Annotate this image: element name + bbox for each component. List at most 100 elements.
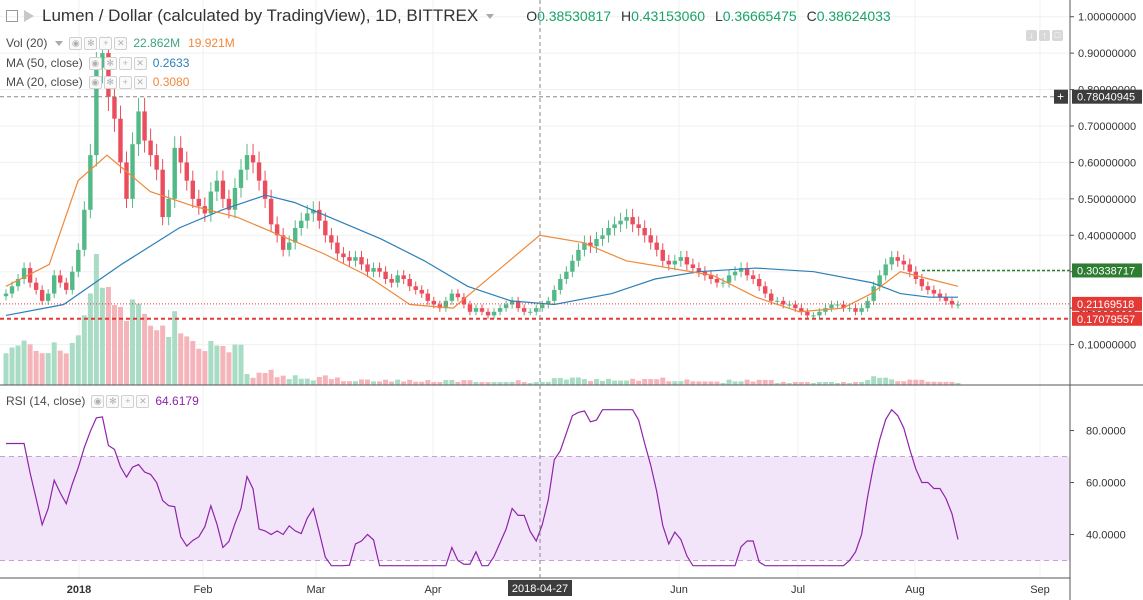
time-tick-label: Feb xyxy=(194,584,213,596)
volume-bar xyxy=(316,376,322,385)
price-axis-badge-label: 0.30338717 xyxy=(1077,265,1135,277)
chevron-down-icon[interactable] xyxy=(486,13,495,19)
volume-bar xyxy=(786,383,792,385)
time-tick-label: Aug xyxy=(905,584,925,596)
gear-icon[interactable]: ✻ xyxy=(103,75,117,89)
plus-icon[interactable]: + xyxy=(99,36,113,50)
volume-bar xyxy=(527,383,533,385)
legend-ma20[interactable]: MA (20, close) ◉ ✻ + ✕ 0.3080 xyxy=(6,75,189,89)
gear-icon[interactable]: ✻ xyxy=(106,394,120,408)
volume-bar xyxy=(618,380,624,385)
candle-body xyxy=(600,235,605,239)
volume-bar xyxy=(93,254,99,385)
candle-body xyxy=(787,304,792,306)
collapse-icon[interactable] xyxy=(6,10,18,22)
candle-body xyxy=(21,268,27,279)
volume-bar xyxy=(352,381,358,385)
candle-body xyxy=(94,67,99,156)
volume-bar xyxy=(732,381,738,385)
candle-body xyxy=(606,227,611,236)
pane-buttons[interactable]: ↓ ↑ □ xyxy=(1026,30,1063,41)
volume-bar xyxy=(822,382,828,385)
candle-body xyxy=(226,198,232,210)
candle-body xyxy=(238,169,244,188)
eye-icon[interactable]: ◉ xyxy=(69,36,83,50)
volume-bar xyxy=(45,353,51,385)
candle-body xyxy=(268,198,274,225)
close-icon[interactable]: ✕ xyxy=(133,75,147,89)
volume-bar xyxy=(744,379,750,385)
legend-controls[interactable]: ◉ ✻ + ✕ xyxy=(69,36,128,50)
plus-icon[interactable]: + xyxy=(118,56,132,70)
volume-bar xyxy=(708,381,714,385)
candle-body xyxy=(27,268,33,283)
legend-ma50[interactable]: MA (50, close) ◉ ✻ + ✕ 0.2633 xyxy=(6,56,189,70)
candle-body xyxy=(467,304,473,312)
flag-icon[interactable] xyxy=(24,10,34,22)
volume-bar xyxy=(672,381,678,385)
volume-bar xyxy=(509,381,515,385)
eye-icon[interactable]: ◉ xyxy=(88,75,102,89)
legend-controls[interactable]: ◉ ✻ + ✕ xyxy=(88,56,147,70)
volume-bar xyxy=(21,340,27,385)
arrow-down-icon[interactable]: ↓ xyxy=(1026,30,1037,41)
volume-bar xyxy=(648,379,654,385)
legend-rsi[interactable]: RSI (14, close) ◉ ✻ + ✕ 64.6179 xyxy=(6,394,199,408)
crosshair-time-label: 2018-04-27 xyxy=(512,583,568,595)
time-tick-label: Sep xyxy=(1030,584,1050,596)
candle-body xyxy=(708,275,714,279)
candle-body xyxy=(76,249,81,272)
volume-bar xyxy=(256,372,262,385)
maximize-icon[interactable]: □ xyxy=(1052,30,1063,41)
candle-body xyxy=(395,275,400,283)
candle-body xyxy=(509,300,515,305)
close-icon[interactable]: ✕ xyxy=(136,394,150,408)
volume-bar xyxy=(262,373,268,385)
gear-icon[interactable]: ✻ xyxy=(84,36,98,50)
candle-body xyxy=(172,147,177,199)
volume-bar xyxy=(539,381,545,385)
ohlc-open-key: O xyxy=(526,8,538,24)
candle-body xyxy=(588,242,593,247)
volume-bar xyxy=(69,343,75,385)
candle-body xyxy=(907,264,912,272)
price-axis-badge xyxy=(1072,296,1142,311)
close-icon[interactable]: ✕ xyxy=(133,56,147,70)
volume-bar xyxy=(9,347,15,385)
rsi-band xyxy=(0,456,1070,561)
volume-bar xyxy=(889,379,895,385)
volume-bar xyxy=(298,378,304,385)
volume-bar xyxy=(431,381,437,385)
eye-icon[interactable]: ◉ xyxy=(88,56,102,70)
gear-icon[interactable]: ✻ xyxy=(103,56,117,70)
ohlc-low-key: L xyxy=(714,8,723,24)
legend-controls[interactable]: ◉ ✻ + ✕ xyxy=(91,394,150,408)
ohlc-high-key: H xyxy=(620,8,632,24)
close-icon[interactable]: ✕ xyxy=(114,36,128,50)
volume-bar xyxy=(557,377,563,385)
candle-body xyxy=(244,155,250,170)
chevron-down-icon[interactable] xyxy=(55,40,64,46)
plus-icon[interactable]: + xyxy=(118,75,132,89)
eye-icon[interactable]: ◉ xyxy=(91,394,105,408)
arrow-up-icon[interactable]: ↑ xyxy=(1039,30,1050,41)
volume-bar xyxy=(340,381,346,385)
candle-body xyxy=(750,275,756,279)
volume-bar xyxy=(389,381,395,385)
candle-body xyxy=(52,275,57,294)
price-axis-badge xyxy=(1072,263,1142,278)
legend-controls[interactable]: ◉ ✻ + ✕ xyxy=(88,75,147,89)
price-tick-label: 0.60000000 xyxy=(1078,157,1136,169)
candle-body xyxy=(208,191,214,214)
time-tick-label: 2018 xyxy=(67,584,91,596)
legend-vol[interactable]: Vol (20) ◉ ✻ + ✕ 22.862M 19.921M xyxy=(6,36,235,50)
candle-body xyxy=(33,282,39,290)
candle-body xyxy=(521,308,527,312)
volume-bar xyxy=(714,381,720,385)
price-tick-label: 0.10000000 xyxy=(1078,340,1136,352)
candle-body xyxy=(528,311,533,313)
candle-body xyxy=(196,198,202,207)
plus-icon[interactable]: + xyxy=(121,394,135,408)
rsi-tick-label: 80.0000 xyxy=(1086,426,1126,438)
